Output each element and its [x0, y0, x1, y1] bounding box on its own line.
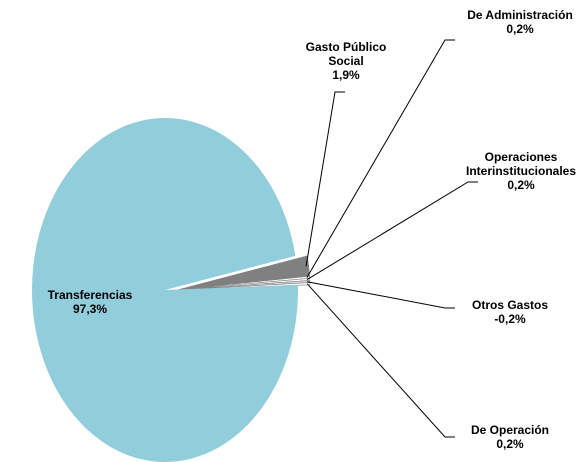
value-label: 97,3%: [72, 302, 108, 316]
slice-label: Transferencias 97,3%: [30, 288, 150, 316]
category-name: Operaciones Interinstitucionales: [465, 150, 577, 178]
pie-slice: [32, 118, 298, 462]
leader-line: [306, 181, 478, 281]
value-label: 0,2%: [507, 178, 535, 192]
slice-label: Operaciones Interinstitucionales 0,2%: [462, 150, 580, 192]
value-label: -0,2%: [494, 312, 526, 326]
slice-label: Otros Gastos -0,2%: [455, 298, 565, 326]
category-name: Gasto Público Social: [305, 40, 387, 68]
value-label: 0,2%: [496, 437, 524, 451]
value-label: 0,2%: [506, 22, 534, 36]
value-label: 1,9%: [332, 68, 360, 82]
leader-line: [306, 283, 455, 438]
leader-line: [306, 39, 455, 278]
category-name: Otros Gastos: [471, 298, 549, 312]
leader-line: [305, 91, 345, 267]
category-name: De Administración: [467, 8, 573, 22]
slice-label: De Administración 0,2%: [455, 8, 585, 36]
slice-label: Gasto Público Social 1,9%: [300, 40, 392, 82]
leader-line: [307, 281, 455, 309]
slice-label: De Operación 0,2%: [455, 423, 565, 451]
category-name: De Operación: [470, 423, 550, 437]
category-name: Transferencias: [47, 288, 133, 302]
